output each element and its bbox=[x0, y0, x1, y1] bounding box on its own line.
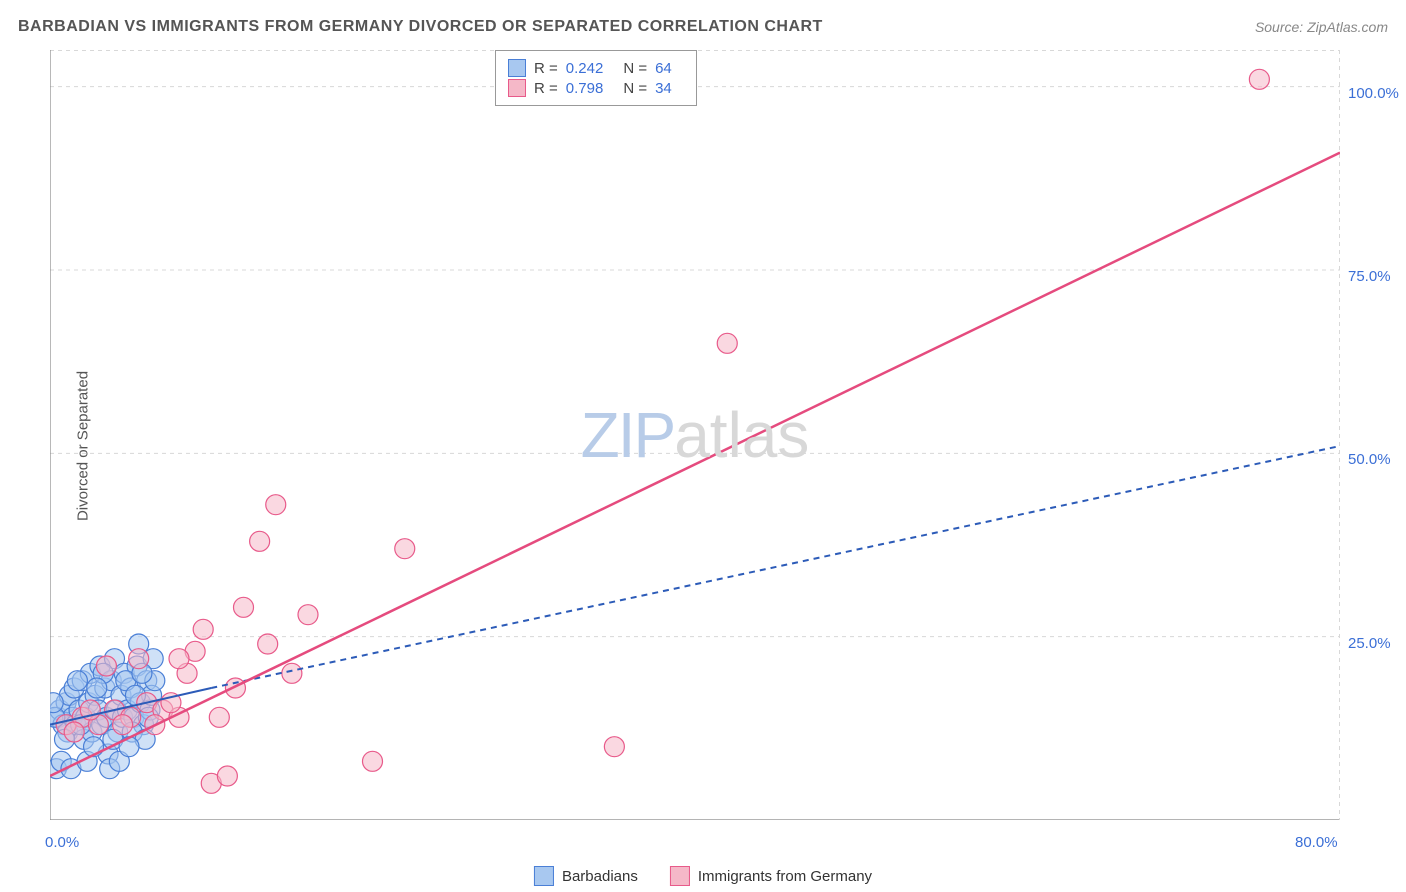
r-value: 0.798 bbox=[566, 80, 604, 97]
data-point bbox=[209, 707, 229, 727]
data-point bbox=[258, 634, 278, 654]
legend-stat-row: R = 0.242 N = 64 bbox=[508, 59, 684, 77]
data-point bbox=[217, 766, 237, 786]
data-point bbox=[193, 619, 213, 639]
y-tick-label: 100.0% bbox=[1348, 85, 1399, 102]
legend-item: Barbadians bbox=[534, 866, 638, 886]
data-point bbox=[64, 722, 84, 742]
n-value: 64 bbox=[655, 60, 672, 77]
data-point bbox=[282, 663, 302, 683]
y-tick-label: 75.0% bbox=[1348, 268, 1391, 285]
data-point bbox=[119, 737, 139, 757]
data-point bbox=[298, 605, 318, 625]
data-point bbox=[113, 715, 133, 735]
source-prefix: Source: bbox=[1255, 19, 1307, 35]
scatter-plot bbox=[50, 50, 1340, 820]
data-point bbox=[395, 539, 415, 559]
data-point bbox=[67, 671, 87, 691]
chart-title: BARBADIAN VS IMMIGRANTS FROM GERMANY DIV… bbox=[18, 18, 823, 36]
data-point bbox=[1249, 69, 1269, 89]
y-tick-label: 50.0% bbox=[1348, 451, 1391, 468]
legend-swatch bbox=[670, 866, 690, 886]
data-point bbox=[169, 649, 189, 669]
data-point bbox=[87, 678, 107, 698]
legend-correlation-stats: R = 0.242 N = 64 R = 0.798 N = 34 bbox=[495, 50, 697, 106]
legend-swatch bbox=[508, 59, 526, 77]
n-label: N = bbox=[623, 80, 647, 97]
source-attribution: Source: ZipAtlas.com bbox=[1255, 19, 1388, 35]
legend-series: Barbadians Immigrants from Germany bbox=[534, 866, 872, 886]
trend-line-extrapolated bbox=[211, 446, 1340, 688]
r-value: 0.242 bbox=[566, 60, 604, 77]
data-point bbox=[717, 333, 737, 353]
r-label: R = bbox=[534, 60, 558, 77]
data-point bbox=[363, 751, 383, 771]
data-point bbox=[225, 678, 245, 698]
data-point bbox=[266, 495, 286, 515]
data-point bbox=[96, 656, 116, 676]
r-label: R = bbox=[534, 80, 558, 97]
chart-area: ZIPatlas 0.0%80.0%25.0%50.0%75.0%100.0% bbox=[50, 50, 1340, 820]
x-tick-label: 0.0% bbox=[45, 834, 79, 851]
n-value: 34 bbox=[655, 80, 672, 97]
legend-swatch bbox=[508, 79, 526, 97]
y-tick-label: 25.0% bbox=[1348, 635, 1391, 652]
chart-header: BARBADIAN VS IMMIGRANTS FROM GERMANY DIV… bbox=[18, 12, 1388, 42]
n-label: N = bbox=[623, 60, 647, 77]
legend-swatch bbox=[534, 866, 554, 886]
legend-item: Immigrants from Germany bbox=[670, 866, 872, 886]
x-tick-label: 80.0% bbox=[1295, 834, 1338, 851]
data-point bbox=[604, 737, 624, 757]
legend-label: Immigrants from Germany bbox=[698, 868, 872, 885]
data-point bbox=[234, 597, 254, 617]
trend-line bbox=[50, 153, 1340, 776]
data-point bbox=[250, 531, 270, 551]
legend-stat-row: R = 0.798 N = 34 bbox=[508, 79, 684, 97]
source-name: ZipAtlas.com bbox=[1307, 19, 1388, 35]
legend-label: Barbadians bbox=[562, 868, 638, 885]
data-point bbox=[129, 649, 149, 669]
